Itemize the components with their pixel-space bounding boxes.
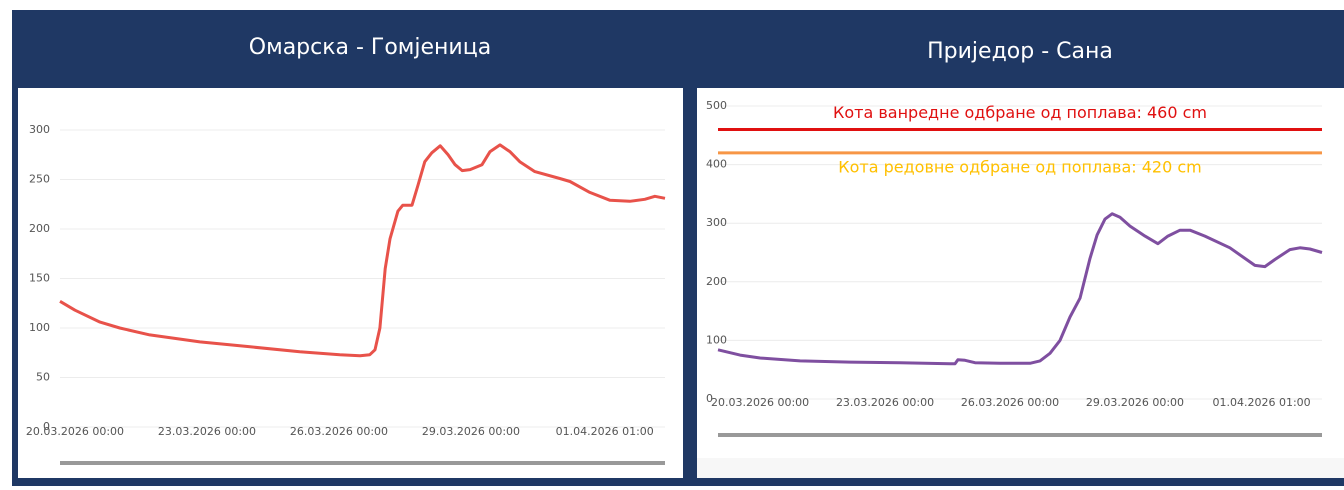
data-line <box>59 143 666 358</box>
panel-right <box>697 88 1344 458</box>
x-tick-label: 23.03.2026 00:00 <box>836 396 934 409</box>
threshold-label: Кота ванредне одбране од поплава: 460 cm <box>833 103 1207 122</box>
panel-left <box>18 88 683 478</box>
y-tick-label: 250 <box>29 173 50 186</box>
x-tick-label: 20.03.2026 00:00 <box>26 425 124 438</box>
x-tick-label: 26.03.2026 00:00 <box>290 425 388 438</box>
data-line <box>717 212 1323 366</box>
threshold-label: Кота редовне одбране од поплава: 420 cm <box>838 157 1202 176</box>
y-tick-label: 100 <box>29 321 50 334</box>
panel-right-footer <box>697 458 1344 478</box>
x-tick-label: 20.03.2026 00:00 <box>711 396 809 409</box>
y-tick-label: 200 <box>29 222 50 235</box>
y-tick-label: 500 <box>706 99 727 112</box>
y-tick-label: 150 <box>29 272 50 285</box>
chart-title: Приједор - Сана <box>927 39 1113 64</box>
y-tick-label: 0 <box>706 392 713 405</box>
y-tick-label: 0 <box>43 420 50 433</box>
x-tick-label: 23.03.2026 00:00 <box>158 425 256 438</box>
chart-title: Омарска - Гомјеница <box>249 35 491 60</box>
x-tick-label: 01.04.2026 01:00 <box>556 425 654 438</box>
scrollbar <box>60 461 665 465</box>
x-tick-label: 29.03.2026 00:00 <box>422 425 520 438</box>
y-tick-label: 300 <box>706 216 727 229</box>
y-tick-label: 200 <box>706 275 727 288</box>
y-tick-label: 100 <box>706 333 727 346</box>
y-tick-label: 50 <box>36 371 50 384</box>
y-tick-label: 400 <box>706 158 727 171</box>
scrollbar <box>718 433 1322 437</box>
y-tick-label: 300 <box>29 123 50 136</box>
x-tick-label: 29.03.2026 00:00 <box>1086 396 1184 409</box>
x-tick-label: 26.03.2026 00:00 <box>961 396 1059 409</box>
x-tick-label: 01.04.2026 01:00 <box>1213 396 1311 409</box>
